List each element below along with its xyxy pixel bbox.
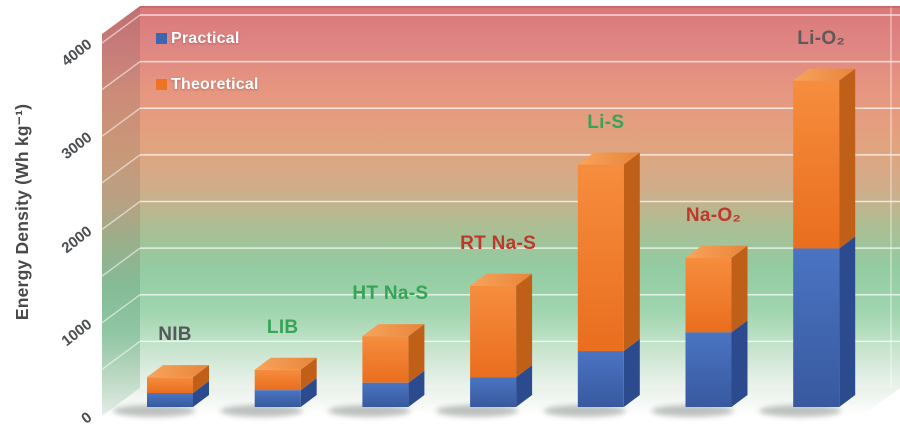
bar-5-theoretical-side [623, 152, 640, 352]
bar-4-theoretical-front [470, 285, 517, 378]
gridline-side-500 [101, 340, 141, 370]
bar-3-theoretical-side [408, 324, 425, 383]
bar-5-practical-side [623, 339, 640, 407]
bar-4-theoretical-side [516, 273, 533, 378]
gridline-side-3000 [101, 107, 141, 137]
bar-shadow-7 [759, 405, 842, 417]
bar-6-practical-side [731, 320, 748, 407]
bar-5-top [577, 152, 640, 165]
bar-2-theoretical-front [254, 369, 301, 391]
bar-3-practical-side [408, 370, 425, 407]
bar-2-theoretical-side [300, 357, 317, 391]
bar-2-top [254, 357, 317, 370]
bar-1-practical-front [147, 393, 193, 407]
bar-6-theoretical-side [731, 245, 748, 333]
bar-shadow-6 [651, 405, 734, 417]
gridline-side-1000 [101, 294, 141, 324]
gridline-side-3500 [101, 61, 141, 91]
gridline-side-2500 [101, 154, 141, 184]
bar-6-practical-front [685, 332, 732, 407]
bar-3-top [362, 324, 425, 337]
bar-3-practical-front [362, 382, 409, 407]
bar-1-top [147, 365, 209, 378]
bar-1-theoretical-front [147, 377, 193, 394]
gridline-side-1500 [101, 247, 141, 277]
bar-7-theoretical-side [839, 68, 856, 249]
bar-7-practical-front [793, 248, 840, 407]
bar-2-practical-front [254, 390, 301, 407]
gridline-side-4000 [101, 14, 141, 44]
bar-5-practical-front [577, 351, 624, 407]
bar-3-theoretical-front [362, 336, 409, 383]
bar-7-top [793, 68, 856, 81]
bar-6-theoretical-front [685, 257, 732, 333]
bar-shadow-2 [220, 405, 303, 417]
bar-1-practical-side [193, 381, 209, 407]
left-wall [102, 6, 140, 416]
bar-7-theoretical-front [793, 80, 840, 249]
bar-5-theoretical-front [577, 164, 624, 352]
bar-7-practical-side [839, 236, 856, 407]
bar-2-practical-side [300, 378, 317, 407]
bar-shadow-5 [543, 405, 626, 417]
bar-4-top [470, 273, 533, 286]
bar-4-practical-side [516, 365, 533, 407]
bar-1-theoretical-side [193, 365, 209, 394]
bar-shadow-1 [113, 405, 195, 417]
gridline-side-2000 [101, 200, 141, 231]
bar-shadow-4 [436, 405, 519, 417]
bar-6-top [685, 245, 748, 258]
bar-4-practical-front [470, 377, 517, 407]
bar-shadow-3 [328, 405, 411, 417]
